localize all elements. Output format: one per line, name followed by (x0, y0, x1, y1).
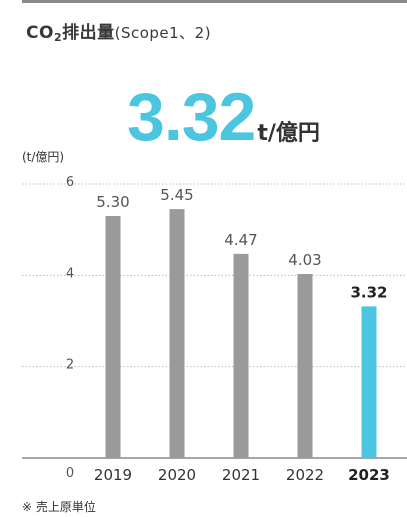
title-emission: 排出量 (62, 23, 115, 43)
x-tick-label-2023: 2023 (348, 466, 390, 484)
bar-2021 (233, 253, 249, 458)
x-tick-label-2021: 2021 (222, 466, 260, 484)
top-rule (22, 0, 407, 3)
footnote: ※ 売上原単位 (22, 500, 96, 514)
data-label-2022: 4.03 (288, 251, 321, 269)
headline-value: 3.32 (127, 79, 256, 155)
y-tick-label-4: 4 (66, 266, 74, 281)
data-label-2019: 5.30 (96, 193, 129, 211)
y-tick-label-2: 2 (66, 358, 74, 373)
data-label-2023: 3.32 (350, 283, 387, 301)
title-scope: (Scope1、2) (114, 24, 212, 42)
bar-2020 (169, 209, 185, 458)
x-tick-label-2022: 2022 (286, 466, 324, 484)
y-axis-unit-label: (t/億円) (22, 150, 65, 164)
bar-2019 (105, 215, 121, 458)
data-label-2020: 5.45 (160, 186, 193, 204)
y-tick-label-0: 0 (66, 466, 74, 481)
bar-2022 (297, 273, 313, 458)
bar-2023 (361, 306, 377, 458)
headline-metric: 3.32t/億円 (127, 78, 320, 156)
data-label-2021: 4.47 (224, 231, 257, 249)
chart-title: CO2排出量(Scope1、2) (26, 18, 212, 44)
y-tick-label-6: 6 (66, 175, 74, 190)
x-tick-label-2020: 2020 (158, 466, 196, 484)
title-co: CO (26, 23, 54, 43)
title-subscript: 2 (53, 31, 63, 44)
x-tick-label-2019: 2019 (94, 466, 132, 484)
headline-unit: t/億円 (257, 121, 320, 146)
